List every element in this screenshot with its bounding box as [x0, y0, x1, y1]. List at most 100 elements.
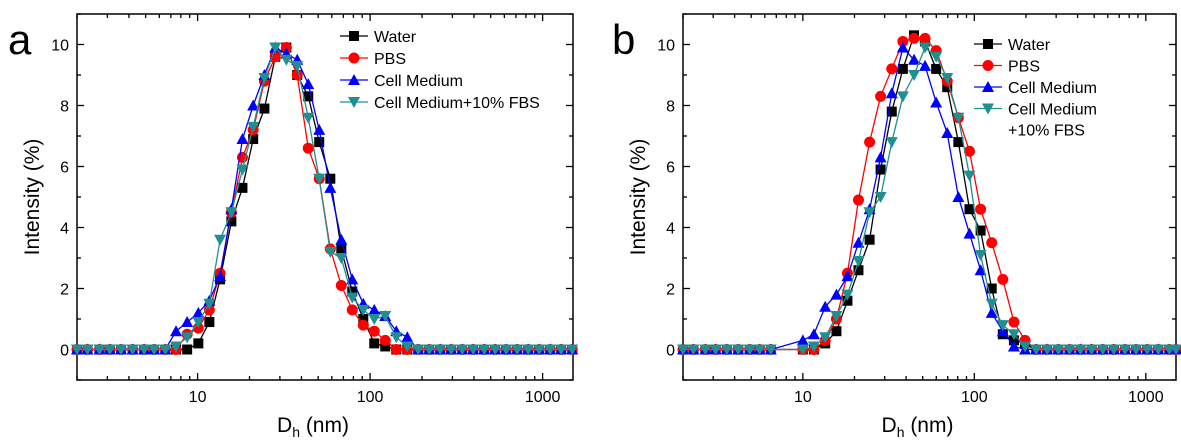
data-point — [357, 319, 369, 331]
data-point — [687, 344, 700, 356]
data-point — [677, 344, 689, 356]
x-axis-label: Dh (nm) — [277, 414, 349, 440]
data-point — [236, 164, 249, 176]
legend-marker — [982, 60, 994, 71]
data-point — [831, 326, 842, 337]
data-point — [852, 236, 865, 248]
y-tick-label: 10 — [51, 38, 69, 55]
data-point — [975, 225, 986, 236]
data-point — [743, 344, 756, 356]
data-point — [1008, 335, 1019, 346]
series-line — [683, 46, 1176, 351]
data-point — [953, 137, 964, 148]
data-point — [225, 207, 238, 219]
legend-marker — [348, 74, 360, 85]
data-point — [302, 112, 315, 124]
y-tick-label: 6 — [666, 160, 675, 177]
data-point — [996, 320, 1009, 332]
data-point — [908, 32, 920, 44]
data-point — [1130, 344, 1143, 356]
series-line — [683, 37, 1176, 351]
data-point — [931, 63, 942, 74]
legend-marker — [349, 31, 359, 41]
data-point — [764, 344, 777, 356]
panel-letter: a — [8, 16, 32, 63]
data-point — [796, 334, 809, 346]
data-point — [126, 344, 139, 356]
data-point — [533, 344, 546, 356]
data-point — [1063, 344, 1076, 356]
data-point — [842, 295, 853, 306]
data-point — [522, 344, 535, 356]
data-point — [908, 70, 921, 81]
series-line — [683, 46, 1176, 351]
y-tick-label: 2 — [666, 282, 675, 299]
data-point — [115, 344, 128, 356]
data-point — [93, 344, 106, 356]
data-point — [807, 328, 820, 340]
data-point — [346, 273, 359, 285]
data-point — [709, 344, 722, 356]
series-line — [77, 46, 573, 351]
legend-label: Water — [374, 29, 417, 46]
data-point — [489, 344, 502, 356]
data-point — [874, 151, 887, 163]
data-point — [313, 123, 326, 135]
legend-label: +10% FBS — [1008, 123, 1085, 140]
data-point — [226, 216, 237, 227]
data-point — [324, 181, 337, 193]
data-point — [1052, 344, 1065, 356]
data-point — [819, 300, 832, 312]
data-point — [302, 78, 315, 90]
data-point — [204, 317, 215, 328]
data-point — [181, 316, 194, 328]
legend-marker — [348, 52, 360, 64]
data-point — [720, 344, 733, 356]
data-point — [401, 341, 414, 353]
data-point — [919, 59, 932, 71]
data-point — [423, 344, 436, 356]
data-point — [885, 87, 898, 99]
data-point — [269, 42, 282, 54]
data-point — [830, 288, 843, 300]
data-point — [1152, 344, 1165, 356]
y-axis-label: Intensity (%) — [21, 139, 44, 256]
data-point — [335, 279, 347, 291]
data-point — [886, 106, 897, 117]
data-point — [875, 164, 886, 175]
x-tick-label: 1000 — [525, 389, 561, 406]
data-point — [841, 289, 854, 301]
data-point — [1030, 344, 1043, 356]
data-point — [247, 99, 260, 111]
data-point — [875, 90, 887, 102]
data-point — [1107, 344, 1120, 356]
data-point — [390, 332, 403, 344]
legend: Water PBS Cell Medium Cell Medium +10% FBS — [974, 37, 1097, 140]
data-point — [952, 191, 965, 202]
data-point — [170, 341, 183, 353]
data-point — [302, 142, 314, 154]
data-point — [346, 304, 358, 316]
x-axis-label: Dh (nm) — [882, 414, 954, 440]
data-point — [1096, 344, 1109, 356]
data-point — [975, 203, 987, 215]
y-tick-label: 8 — [60, 99, 69, 116]
plot-frame — [76, 13, 574, 381]
data-point — [1141, 344, 1154, 356]
data-point — [511, 344, 524, 356]
data-point — [963, 170, 976, 182]
y-tick-label: 4 — [60, 221, 69, 238]
data-point — [885, 137, 898, 149]
y-tick-label: 0 — [666, 343, 675, 360]
data-point — [500, 344, 513, 356]
data-point — [324, 246, 337, 258]
legend-label: Cell Medium — [1008, 80, 1097, 97]
data-point — [379, 310, 392, 322]
data-point — [864, 136, 876, 148]
data-point — [445, 344, 458, 356]
data-point — [1041, 344, 1054, 356]
series-3 — [677, 42, 1181, 356]
data-point — [819, 332, 832, 344]
data-point — [896, 91, 909, 103]
x-tick-label: 10 — [794, 389, 812, 406]
